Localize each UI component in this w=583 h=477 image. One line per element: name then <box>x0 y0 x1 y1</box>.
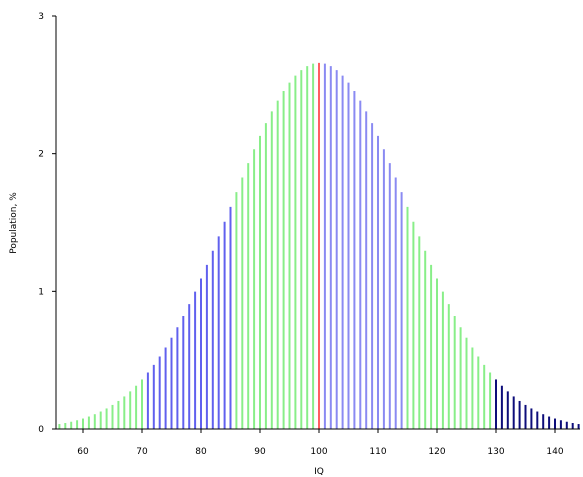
y-tick-label-0: 0 <box>38 425 44 435</box>
y-tick-label-1: 1 <box>38 287 44 297</box>
bars-group <box>58 62 580 429</box>
x-tick-label-70: 70 <box>136 447 148 457</box>
x-axis-title: IQ <box>314 467 324 477</box>
y-axis-title: Population, % <box>9 192 19 254</box>
x-tick-label-130: 130 <box>487 447 504 457</box>
y-tick-label-3: 3 <box>38 12 44 22</box>
x-tick-label-90: 90 <box>254 447 266 457</box>
x-tick-label-80: 80 <box>195 447 207 457</box>
x-tick-label-60: 60 <box>77 447 89 457</box>
x-tick-label-100: 100 <box>310 447 327 457</box>
x-ticks-group: 60 70 80 90 100 110 120 130 140 <box>77 429 564 457</box>
x-tick-label-120: 120 <box>428 447 445 457</box>
y-ticks-group: 0 1 2 3 <box>38 12 56 435</box>
y-tick-label-2: 2 <box>38 150 44 160</box>
x-tick-label-110: 110 <box>369 447 386 457</box>
x-tick-label-140: 140 <box>546 447 563 457</box>
